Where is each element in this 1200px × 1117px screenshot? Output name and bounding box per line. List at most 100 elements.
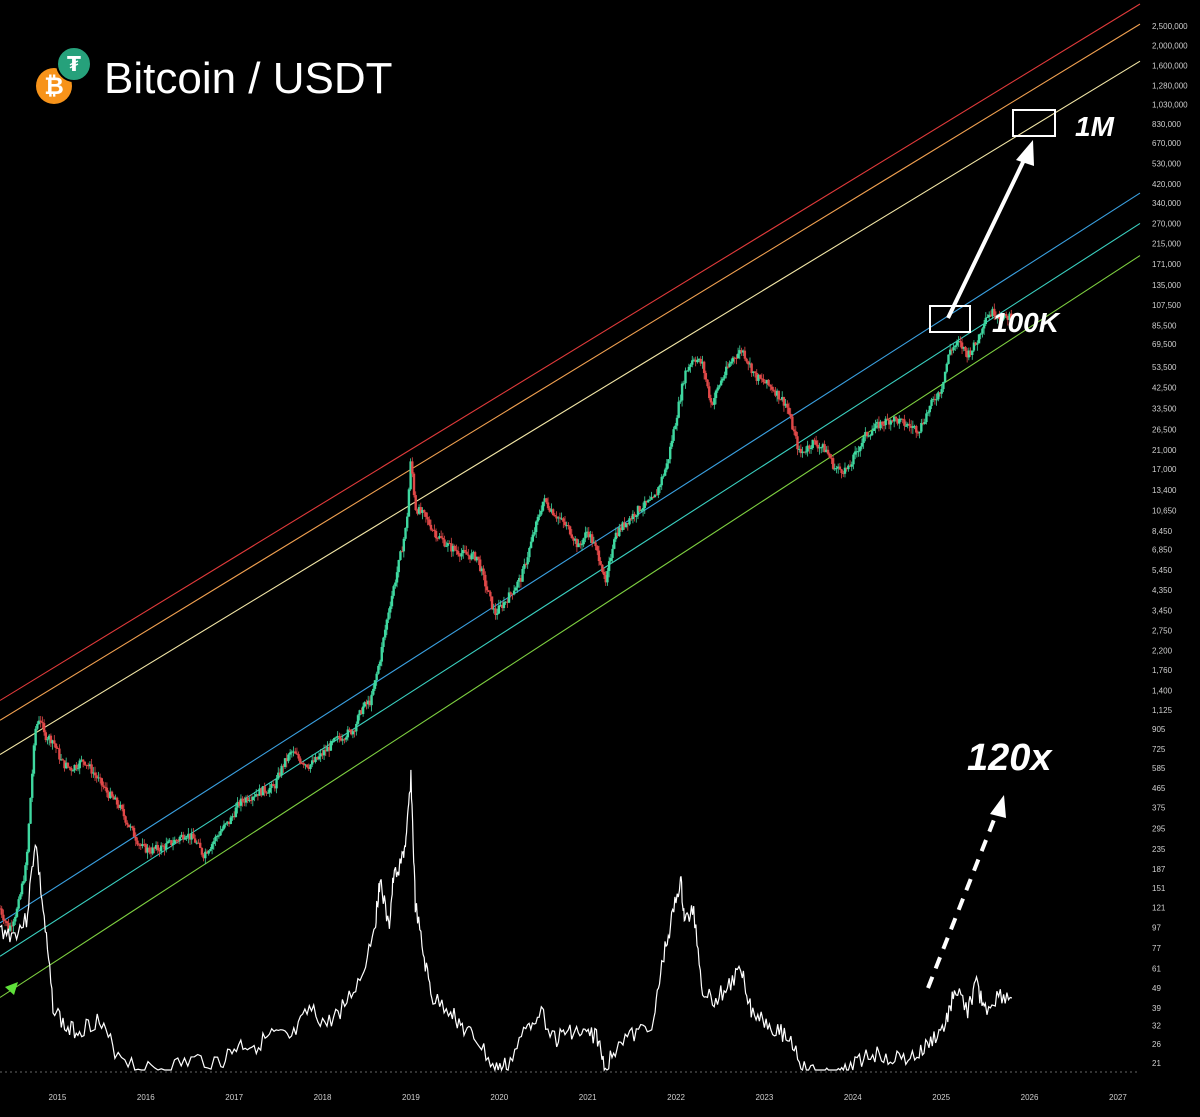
y-tick-9: 340,000 xyxy=(1152,199,1181,208)
candle-body-243 xyxy=(411,461,414,474)
y-tick-13: 135,000 xyxy=(1152,281,1181,290)
y-tick-6: 670,000 xyxy=(1152,139,1181,148)
y-axis: 2,500,000 2,000,000 1,600,000 1,280,000 1,03… xyxy=(1152,22,1188,1068)
candle-body-198 xyxy=(334,737,338,739)
label-1m: 1M xyxy=(1075,111,1115,142)
candle-body-185 xyxy=(312,760,316,762)
candle-body-486 xyxy=(823,444,826,453)
x-tick-0: 2015 xyxy=(49,1093,67,1102)
candle-body-370 xyxy=(626,523,629,525)
candle-body-324 xyxy=(548,508,551,512)
y-tick-14: 107,500 xyxy=(1152,301,1181,310)
candle-body-366 xyxy=(619,527,623,531)
candle-body-160 xyxy=(270,784,273,788)
candle-body-412 xyxy=(697,358,701,361)
candle-body-55 xyxy=(92,772,95,774)
candle-body-39 xyxy=(64,762,68,769)
candle-body-480 xyxy=(813,439,816,441)
candle-body-201 xyxy=(339,738,343,741)
candle-body-557 xyxy=(943,371,947,382)
candle-body-403 xyxy=(682,383,685,385)
candle-body-77 xyxy=(129,826,132,828)
candle-body-226 xyxy=(382,637,385,647)
candle-body-408 xyxy=(691,360,694,365)
candle-body-495 xyxy=(838,466,842,470)
candle-body-200 xyxy=(338,735,341,739)
candle-body-343 xyxy=(580,544,584,546)
candle-body-215 xyxy=(363,702,366,707)
candle-body-26 xyxy=(42,723,46,733)
candle-body-137 xyxy=(231,816,234,818)
candle-body-397 xyxy=(672,429,675,441)
candle-body-149 xyxy=(251,797,255,801)
candle-body-458 xyxy=(775,390,779,396)
candle-body-305 xyxy=(516,581,519,588)
candle-body-92 xyxy=(154,845,158,849)
candle-body-232 xyxy=(392,586,395,596)
candle-body-499 xyxy=(845,467,848,470)
candle-body-23 xyxy=(37,720,41,724)
y-tick-17: 53,500 xyxy=(1152,363,1177,372)
candle-body-387 xyxy=(655,494,658,496)
candle-body-258 xyxy=(436,538,439,540)
candle-body-190 xyxy=(321,753,324,756)
candle-body-186 xyxy=(314,756,317,762)
candle-body-81 xyxy=(136,840,139,845)
candle-body-60 xyxy=(100,778,104,786)
candle-body-179 xyxy=(302,763,305,765)
candle-body-205 xyxy=(346,729,350,738)
candle-body-275 xyxy=(465,551,468,555)
candle-body-66 xyxy=(110,791,114,797)
candle-body-452 xyxy=(765,379,769,384)
candle-body-29 xyxy=(48,735,51,740)
candle-body-240 xyxy=(406,516,409,528)
candle-body-227 xyxy=(383,629,387,638)
candle-body-464 xyxy=(786,403,789,408)
candle-body-356 xyxy=(602,571,606,576)
candle-body-132 xyxy=(222,824,226,829)
candle-body-440 xyxy=(745,358,748,362)
candle-body-476 xyxy=(806,445,809,452)
candle-body-338 xyxy=(572,537,575,541)
candle-body-291 xyxy=(492,608,495,610)
candle-body-144 xyxy=(243,801,246,803)
candle-body-99 xyxy=(166,841,170,844)
candle-body-4 xyxy=(5,921,8,923)
candle-body-184 xyxy=(311,760,314,765)
candle-body-206 xyxy=(348,729,351,731)
candle-body-493 xyxy=(835,468,838,470)
x-tick-11: 2026 xyxy=(1021,1093,1039,1102)
candle-body-325 xyxy=(550,509,553,512)
candle-body-242 xyxy=(409,461,412,490)
candle-body-571 xyxy=(967,350,971,358)
candle-body-474 xyxy=(803,451,806,453)
candle-body-266 xyxy=(450,543,453,552)
candle-body-41 xyxy=(68,766,71,768)
candle-body-61 xyxy=(102,785,105,787)
candle-body-313 xyxy=(529,541,533,548)
candle-body-490 xyxy=(830,457,833,459)
candle-body-436 xyxy=(738,350,741,354)
y-tick-2: 1,600,000 xyxy=(1152,62,1188,71)
candle-body-62 xyxy=(103,786,107,788)
candle-body-551 xyxy=(933,398,937,401)
y-tick-39: 375 xyxy=(1152,803,1166,812)
candle-body-231 xyxy=(390,595,394,607)
y-tick-8: 420,000 xyxy=(1152,180,1181,189)
candle-body-43 xyxy=(71,770,75,772)
x-tick-9: 2024 xyxy=(844,1093,862,1102)
candle-body-419 xyxy=(709,398,713,403)
candle-body-506 xyxy=(857,451,860,453)
candle-body-292 xyxy=(494,608,497,615)
candle-body-187 xyxy=(316,756,319,760)
candle-body-121 xyxy=(204,851,207,859)
y-tick-52: 21 xyxy=(1152,1059,1161,1068)
candle-body-234 xyxy=(395,572,399,583)
candle-body-574 xyxy=(972,342,976,351)
y-tick-22: 17,000 xyxy=(1152,465,1177,474)
candle-body-504 xyxy=(853,451,857,455)
candle-body-212 xyxy=(358,710,361,716)
candle-body-271 xyxy=(458,554,462,557)
candle-body-372 xyxy=(629,518,633,520)
